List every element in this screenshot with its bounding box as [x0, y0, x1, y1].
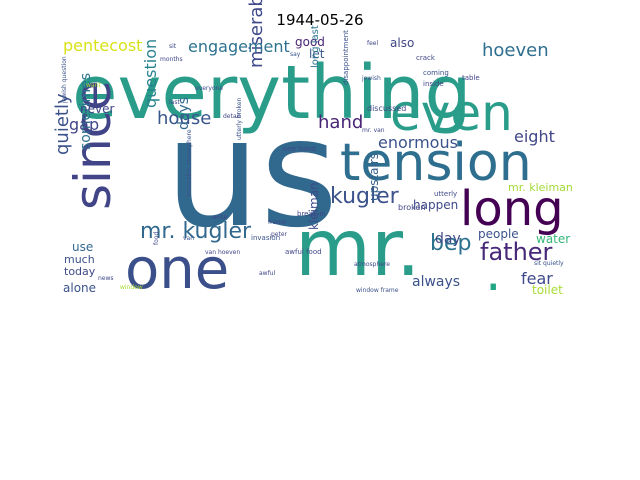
- word-eight: eight: [514, 127, 555, 146]
- word-food: food: [153, 232, 160, 245]
- word-happen: happen: [413, 198, 458, 212]
- word-days: days: [176, 97, 192, 130]
- word-alone: alone: [63, 281, 96, 295]
- word-sit-quietly: sit quietly: [534, 260, 564, 267]
- word-jewish: jewish: [361, 75, 381, 82]
- word-today: today: [64, 265, 96, 278]
- word-long: long: [460, 181, 564, 237]
- word-atmosphere: atmosphere: [354, 261, 390, 268]
- word-everyone: everyone: [195, 85, 223, 92]
- word-father: father: [480, 238, 553, 266]
- word-miserable: miserable: [246, 0, 267, 68]
- word-van-hoeven: van hoeven: [205, 249, 240, 256]
- word-utterly-broken: utterly broken: [236, 97, 243, 140]
- word-table: table: [462, 74, 480, 82]
- word-long-last: long last: [310, 25, 321, 68]
- word-miserable-atmosphere: miserable atmosphere: [186, 129, 193, 197]
- word-use: use: [72, 240, 93, 254]
- word-mr: mr.: [295, 204, 421, 294]
- word-mr-van: mr. van: [362, 127, 385, 134]
- word-one: one: [125, 237, 229, 302]
- word-day: day: [435, 231, 461, 247]
- word-awful: awful: [259, 270, 275, 277]
- word-fear: fear: [521, 269, 553, 288]
- word-gap: gap: [69, 115, 99, 134]
- word-engagement: engagement: [188, 37, 290, 56]
- word-broken: broken: [398, 203, 425, 212]
- word-feel: feel: [367, 40, 378, 47]
- chart-title: 1944-05-26: [276, 11, 364, 29]
- word-tension: tension: [340, 133, 532, 193]
- word-detail: detail: [223, 113, 240, 120]
- word-sit: sit: [169, 43, 177, 50]
- word-house: house: [157, 108, 211, 129]
- word-jewish-question: jewish question: [61, 56, 68, 104]
- word-quietly: quietly: [52, 93, 73, 155]
- word-enormous: enormous: [378, 133, 458, 152]
- word-bep: bep: [430, 231, 471, 256]
- word-peter: peter: [271, 231, 288, 238]
- word-even: even: [390, 84, 513, 142]
- word-sometimes: sometimes: [78, 73, 94, 150]
- word-say: say: [290, 51, 301, 58]
- word-write: write: [212, 214, 227, 221]
- word-disappointment: disappointment: [342, 30, 350, 85]
- word-much: much: [64, 253, 95, 266]
- word-coming: coming: [423, 69, 449, 77]
- word-news: news: [98, 275, 114, 282]
- word-last: last: [169, 99, 180, 106]
- word-inside: inside: [423, 80, 444, 88]
- word-window-frame: window frame: [356, 287, 399, 294]
- word-also: also: [390, 36, 414, 50]
- word-question: question: [141, 39, 160, 108]
- word-mr-kleiman: mr. kleiman: [508, 181, 573, 194]
- word-never: never: [80, 102, 114, 116]
- word-utterly: utterly: [434, 190, 457, 198]
- word-kugler: kugler: [330, 184, 400, 209]
- word-hand: hand: [318, 112, 363, 133]
- word-us: us: [165, 87, 338, 261]
- word-want: want: [86, 82, 101, 89]
- word-always: always: [412, 274, 460, 290]
- word-toilet: toilet: [532, 283, 563, 297]
- word-invasion: invasion: [251, 234, 280, 242]
- word-window: window: [120, 284, 143, 291]
- word-kleiman: kleiman: [307, 182, 321, 230]
- word-crack: crack: [416, 54, 436, 62]
- word-van: van: [183, 235, 194, 242]
- word-frame: frame: [268, 219, 286, 226]
- word-dot: .: [485, 243, 502, 303]
- word-people: people: [478, 227, 519, 241]
- word-everything: everything: [72, 50, 471, 136]
- word-good: good: [295, 35, 325, 49]
- word-upstairs: upstairs: [367, 153, 381, 201]
- word-awful-food: awful food: [285, 248, 322, 256]
- word-break-in: break-in: [297, 210, 326, 218]
- word-let: let: [309, 47, 325, 61]
- word-pentecost: pentecost: [63, 36, 142, 55]
- word-one-hand: one hand: [283, 145, 316, 153]
- word-water: water: [536, 232, 570, 246]
- word-hoeven: hoeven: [482, 40, 549, 61]
- word-since: since: [64, 80, 122, 210]
- word-discussed: discussed: [367, 104, 406, 113]
- word-months: months: [160, 56, 183, 63]
- word-mr-kugler: mr. kugler: [140, 219, 252, 244]
